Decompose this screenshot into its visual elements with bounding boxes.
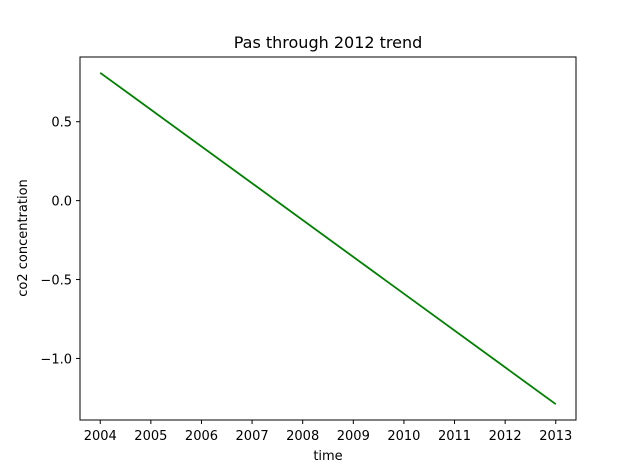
chart-title: Pas through 2012 trend (234, 33, 423, 52)
y-tick-label: 0.0 (51, 195, 72, 210)
plot-frame (79, 56, 577, 421)
x-tick-label: 2004 (84, 429, 117, 444)
x-tick-label: 2007 (236, 429, 269, 444)
x-tick-label: 2005 (134, 429, 167, 444)
y-axis-label: co2 concentration (16, 179, 31, 297)
x-tick-label: 2011 (438, 429, 471, 444)
x-tick-label: 2010 (387, 429, 420, 444)
y-axis: 0.5 0.0 −0.5 −1.0 (40, 116, 80, 367)
x-tick-label: 2009 (337, 429, 370, 444)
trend-line (99, 72, 557, 405)
y-tick-label: 0.5 (51, 116, 72, 131)
x-axis: 2004 2005 2006 2007 2008 2009 2010 2011 2012 2013 (84, 420, 572, 444)
plot-area (99, 72, 557, 405)
x-tick-label: 2006 (185, 429, 218, 444)
x-tick-label: 2013 (539, 429, 572, 444)
x-tick-label: 2008 (286, 429, 319, 444)
x-axis-label: time (313, 449, 342, 464)
y-tick-label: −0.5 (40, 274, 72, 289)
x-tick-label: 2012 (489, 429, 522, 444)
y-tick-label: −1.0 (40, 352, 72, 367)
